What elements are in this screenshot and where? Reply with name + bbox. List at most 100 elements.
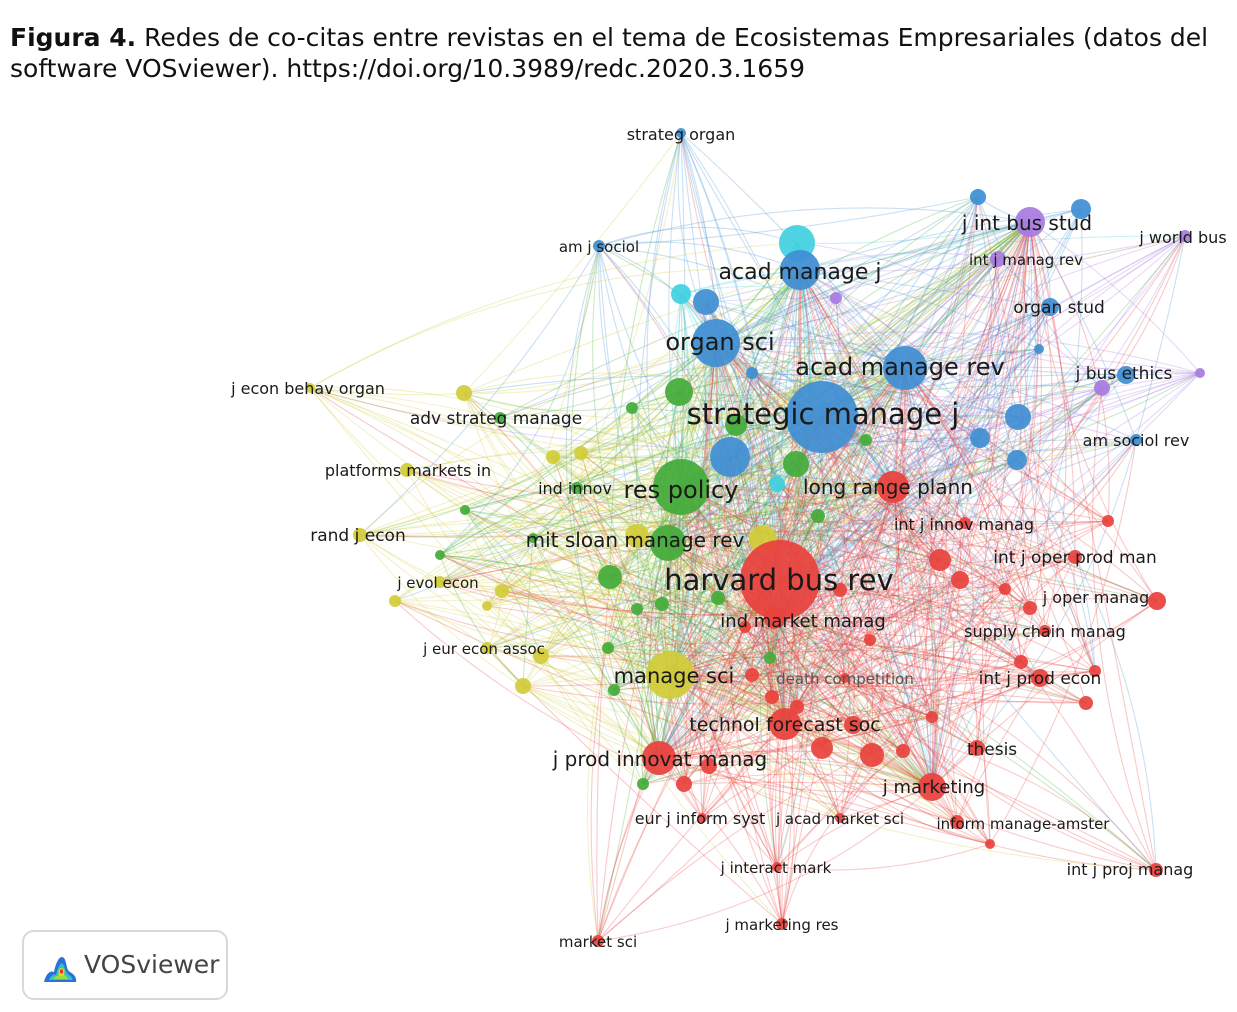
- cocitation-edge: [784, 235, 1186, 725]
- cocitation-edge: [636, 608, 933, 718]
- cocitation-edge: [931, 258, 999, 788]
- cocitation-edge: [613, 486, 894, 691]
- cocitation-edge: [540, 342, 717, 657]
- network-node: [456, 385, 472, 401]
- cocitation-edge: [658, 588, 1006, 759]
- cocitation-edge: [796, 706, 933, 722]
- cocitation-edge: [658, 372, 755, 759]
- network-node: [999, 583, 1011, 595]
- cocitation-edge: [774, 617, 1041, 679]
- cocitation-edge: [793, 269, 846, 679]
- network-node: [844, 716, 862, 734]
- cocitation-edge: [776, 483, 1046, 632]
- cocitation-edge: [609, 576, 933, 788]
- cocitation-edge: [667, 542, 783, 925]
- cocitation-edge: [680, 132, 933, 718]
- network-node: [929, 549, 951, 571]
- cocitation-edge: [844, 439, 1137, 679]
- cocitation-edge: [532, 502, 966, 539]
- cocitation-edge: [680, 372, 1201, 491]
- cocitation-edge: [658, 661, 1022, 759]
- cocitation-edge: [680, 285, 837, 299]
- cocitation-edge: [796, 706, 991, 845]
- node-rand-j-econ: [353, 528, 367, 542]
- cocitation-edge: [901, 367, 978, 749]
- cocitation-edge: [636, 459, 1018, 610]
- cocitation-edge: [463, 132, 682, 394]
- label-am-j-sociol: am j sociol: [559, 238, 639, 256]
- cocitation-edge: [486, 597, 719, 649]
- cocitation-edge: [658, 348, 1040, 759]
- cocitation-edge: [835, 221, 1031, 299]
- cocitation-edge: [540, 486, 894, 657]
- node-organ-sci: [692, 319, 740, 367]
- figure-caption: Figura 4. Redes de co-citas entre revist…: [10, 22, 1225, 84]
- cocitation-edge: [715, 342, 1201, 374]
- cocitation-edge: [669, 649, 1041, 679]
- cocitation-edge: [977, 196, 1103, 389]
- cocitation-edge: [522, 537, 534, 687]
- cocitation-edge: [902, 520, 1109, 752]
- cocitation-edge: [669, 306, 1051, 676]
- cocitation-edge: [613, 686, 773, 698]
- cocitation-edge: [931, 208, 1083, 788]
- cocitation-edge: [821, 221, 1031, 418]
- cocitation-edge: [776, 483, 1158, 602]
- cocitation-edge: [771, 235, 1186, 698]
- cocitation-edge: [964, 522, 1031, 609]
- cocitation-edge: [771, 607, 1031, 698]
- cocitation-edge: [699, 342, 717, 819]
- cocitation-edge: [769, 486, 894, 659]
- cocitation-edge: [359, 416, 823, 536]
- cocitation-edge: [852, 724, 1157, 871]
- cocitation-edge: [705, 301, 933, 788]
- cocitation-edge: [708, 765, 841, 819]
- cocitation-edge: [598, 241, 801, 271]
- cocitation-edge: [751, 520, 1109, 676]
- label-organ-stud: organ stud: [1013, 298, 1105, 318]
- cocitation-edge: [680, 235, 1186, 488]
- cocitation-edge: [821, 367, 906, 749]
- cocitation-edge: [463, 392, 786, 725]
- cocitation-edge: [839, 221, 1031, 591]
- cocitation-edge: [658, 600, 1158, 759]
- cocitation-edge: [724, 456, 746, 628]
- cocitation-edge: [839, 589, 851, 819]
- cocitation-edge: [769, 657, 978, 749]
- cocitation-edge: [715, 196, 979, 344]
- network-labels: harvard bus rev strategic manage j acad ma…: [230, 125, 1227, 951]
- cocitation-edge: [580, 221, 1031, 454]
- cocitation-edge: [597, 677, 1041, 942]
- cocitation-edge: [658, 617, 776, 759]
- network-node: [811, 509, 825, 523]
- cocitation-edge: [904, 367, 1109, 522]
- cocitation-edge: [658, 463, 797, 759]
- cocitation-edge: [669, 674, 783, 925]
- cocitation-edge: [799, 269, 961, 581]
- cocitation-edge: [309, 387, 644, 785]
- network-node: [701, 758, 717, 774]
- network-node: [1023, 601, 1037, 615]
- cocitation-edge: [406, 469, 682, 501]
- cocitation-edge: [683, 773, 933, 788]
- network-node: [482, 601, 492, 611]
- cocitation-edge: [708, 758, 933, 788]
- cocitation-edge: [1016, 459, 1096, 672]
- cocitation-edge: [439, 387, 1103, 584]
- cocitation-edge: [394, 600, 958, 823]
- cocitation-edge: [844, 486, 894, 679]
- cocitation-edge: [817, 515, 941, 561]
- cocitation-edge: [580, 452, 703, 819]
- label-ind-innov: ind innov: [538, 479, 612, 498]
- network-node: [389, 595, 401, 607]
- cocitation-edge: [613, 463, 797, 691]
- cocitation-edge: [607, 641, 1096, 672]
- node-j-world-bus: [1179, 230, 1191, 242]
- cocitation-edge: [669, 674, 958, 823]
- label-mit-sloan-manage-rev: mit sloan manage rev: [526, 528, 745, 552]
- cocitation-edge: [844, 677, 904, 752]
- cocitation-edge: [597, 757, 660, 942]
- cocitation-edge: [658, 579, 961, 759]
- cocitation-edge: [715, 342, 904, 752]
- cocitation-edge: [931, 556, 1076, 788]
